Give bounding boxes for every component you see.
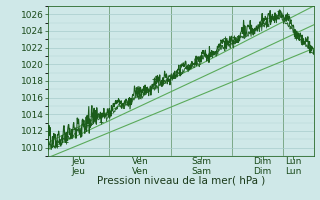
Text: Jeu: Jeu (72, 157, 86, 166)
Text: Dim: Dim (253, 157, 272, 166)
Text: Ven: Ven (132, 157, 148, 166)
Text: Lun: Lun (285, 167, 301, 176)
X-axis label: Pression niveau de la mer( hPa ): Pression niveau de la mer( hPa ) (97, 175, 265, 185)
Text: Dim: Dim (253, 167, 272, 176)
Text: Ven: Ven (132, 167, 148, 176)
Text: Jeu: Jeu (72, 167, 86, 176)
Text: Sam: Sam (191, 157, 211, 166)
Text: Sam: Sam (191, 167, 211, 176)
Text: Lun: Lun (285, 157, 301, 166)
